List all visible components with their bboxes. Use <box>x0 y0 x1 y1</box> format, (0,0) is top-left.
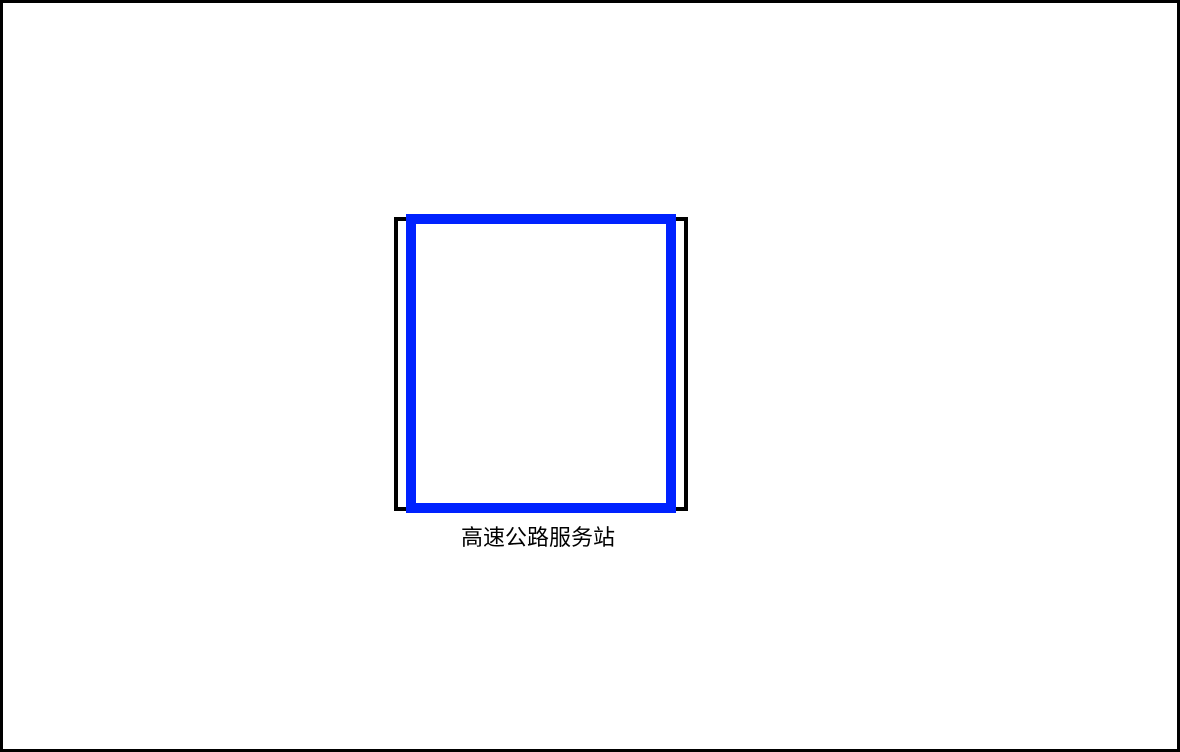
shape-label: 高速公路服务站 <box>460 526 615 551</box>
highlighted-rectangle <box>406 214 676 513</box>
